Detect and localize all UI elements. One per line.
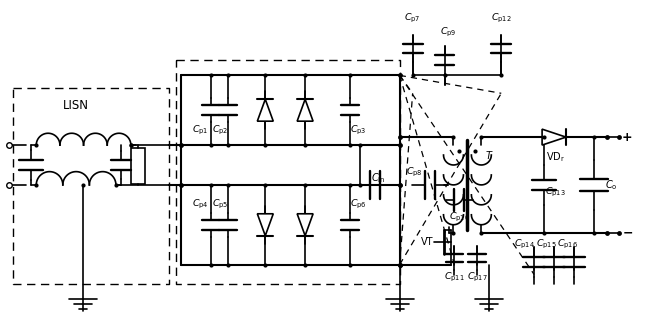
Text: $C_{\mathrm{p13}}$: $C_{\mathrm{p13}}$	[545, 186, 565, 200]
Text: $T$: $T$	[485, 149, 494, 161]
Text: $C_{\mathrm{p2}}$: $C_{\mathrm{p2}}$	[213, 124, 228, 137]
Text: $C_{\mathrm{in}}$: $C_{\mathrm{in}}$	[371, 171, 385, 185]
Text: $C_{\mathrm{p15}}$: $C_{\mathrm{p15}}$	[536, 238, 557, 251]
Text: $\mathrm{VD_r}$: $\mathrm{VD_r}$	[547, 150, 565, 164]
Text: $C_{\mathrm{p16}}$: $C_{\mathrm{p16}}$	[557, 238, 577, 251]
Text: $C_{\mathrm{p11}}$: $C_{\mathrm{p11}}$	[444, 271, 465, 284]
Polygon shape	[258, 214, 273, 236]
Polygon shape	[297, 99, 313, 121]
Text: $C_{\mathrm{p17}}$: $C_{\mathrm{p17}}$	[467, 271, 488, 284]
Text: $C_{\mathrm{p6}}$: $C_{\mathrm{p6}}$	[350, 198, 366, 211]
Text: $C_{\mathrm{p8}}$: $C_{\mathrm{p8}}$	[406, 165, 423, 179]
Polygon shape	[258, 99, 273, 121]
Text: $C_{\mathrm{p12}}$: $C_{\mathrm{p12}}$	[491, 12, 512, 25]
Text: $C_{\mathrm{p5}}$: $C_{\mathrm{p5}}$	[213, 198, 228, 211]
Text: $C_{\mathrm{p4}}$: $C_{\mathrm{p4}}$	[192, 198, 209, 211]
Text: $C_{\mathrm{p14}}$: $C_{\mathrm{p14}}$	[514, 238, 535, 251]
Text: VT: VT	[421, 237, 434, 247]
Text: $C_{\mathrm{p7}}$: $C_{\mathrm{p7}}$	[404, 12, 421, 25]
Text: $C_{\mathrm{p10}}$: $C_{\mathrm{p10}}$	[449, 211, 470, 224]
Text: $C_{\mathrm{p3}}$: $C_{\mathrm{p3}}$	[350, 124, 366, 137]
Text: $C_{\mathrm{p9}}$: $C_{\mathrm{p9}}$	[440, 26, 457, 39]
Text: $C_{\mathrm{p1}}$: $C_{\mathrm{p1}}$	[193, 124, 209, 137]
Bar	[131, 148, 145, 184]
Polygon shape	[297, 214, 313, 236]
Text: +: +	[622, 131, 632, 144]
Text: −: −	[622, 226, 633, 239]
Text: LISN: LISN	[63, 99, 89, 112]
Text: $C_{\mathrm{o}}$: $C_{\mathrm{o}}$	[604, 178, 617, 192]
Polygon shape	[542, 129, 566, 145]
